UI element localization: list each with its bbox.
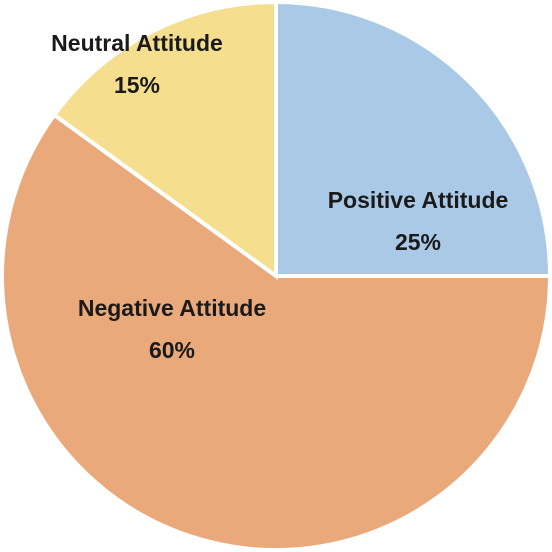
value-label: 15% <box>114 72 160 98</box>
value-label: 60% <box>149 337 195 363</box>
category-label: Neutral Attitude <box>51 30 223 56</box>
pie-slice <box>51 0 278 280</box>
pie-slice <box>274 0 552 278</box>
category-label: Positive Attitude <box>328 187 509 213</box>
category-label: Negative Attitude <box>78 295 266 321</box>
pie-slice <box>0 112 552 552</box>
value-label: 25% <box>395 229 441 255</box>
